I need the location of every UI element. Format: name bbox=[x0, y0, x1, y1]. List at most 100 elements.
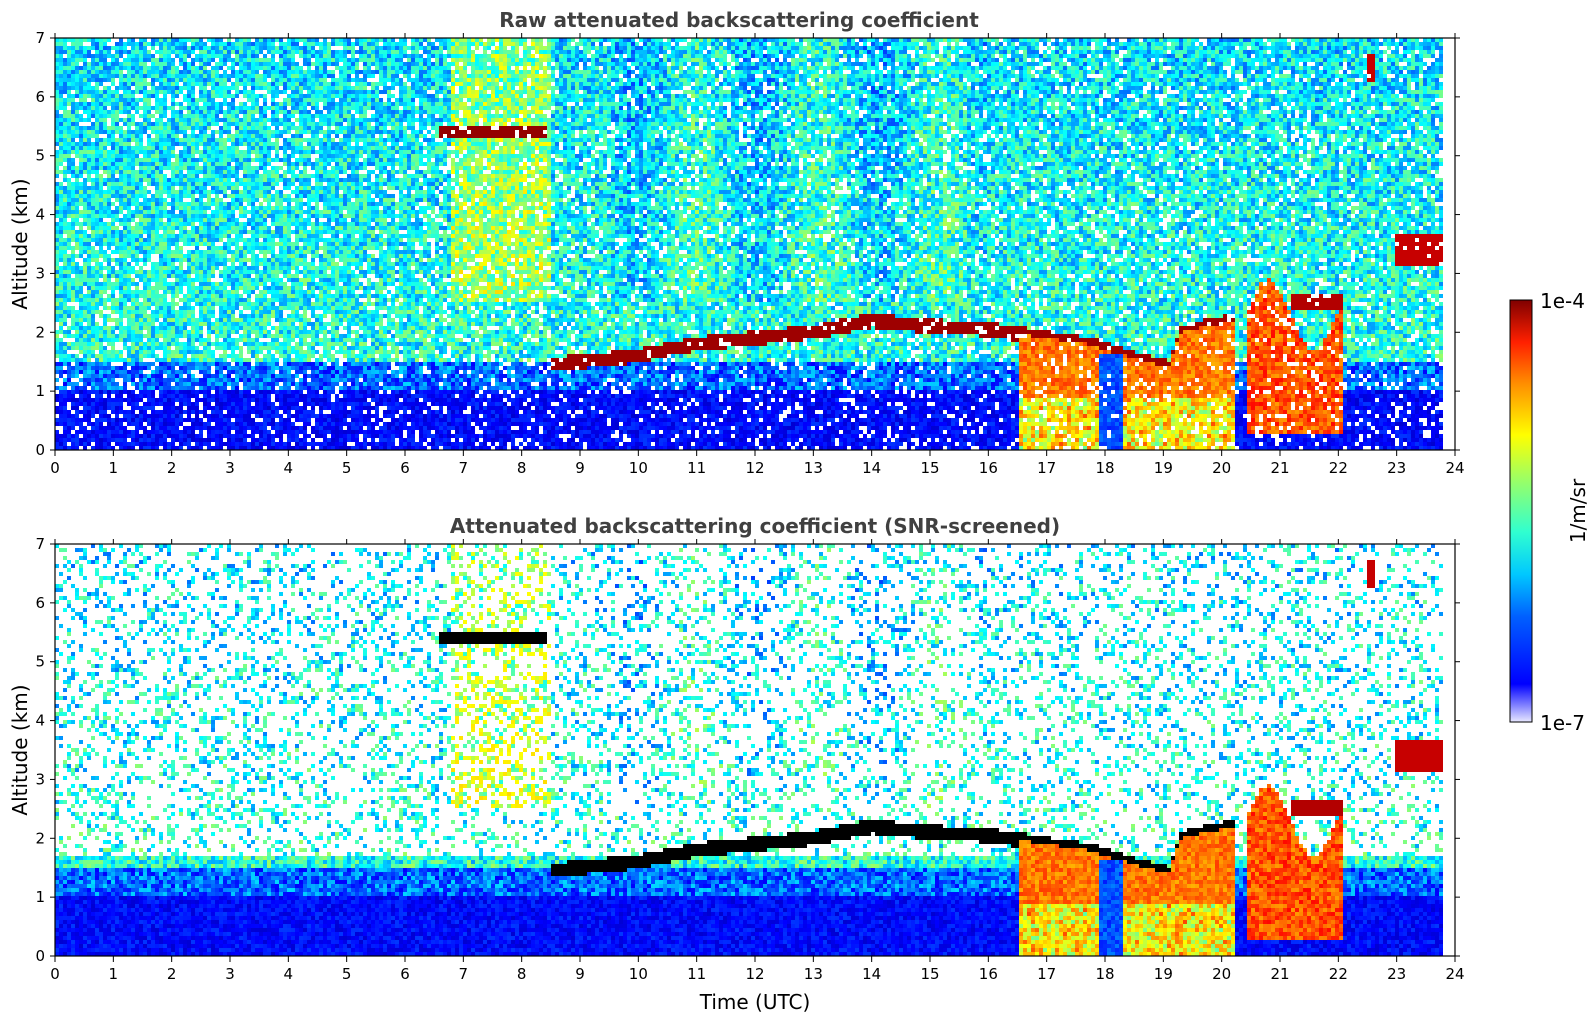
heatmap-cell bbox=[87, 270, 91, 274]
heatmap-cell bbox=[79, 302, 83, 306]
heatmap-cell bbox=[63, 378, 67, 382]
heatmap-cell bbox=[79, 298, 83, 302]
heatmap-cell bbox=[71, 162, 75, 166]
heatmap-cell bbox=[79, 74, 83, 78]
heatmap-cell bbox=[83, 306, 87, 310]
heatmap-cell bbox=[87, 266, 91, 270]
heatmap-cell bbox=[91, 194, 95, 198]
heatmap-cell bbox=[87, 350, 91, 354]
heatmap-cell bbox=[83, 318, 87, 322]
heatmap-cell bbox=[63, 186, 67, 190]
heatmap-cell bbox=[91, 354, 95, 358]
heatmap-cell bbox=[63, 354, 67, 358]
heatmap-cell bbox=[83, 214, 87, 218]
heatmap-cell bbox=[59, 102, 63, 106]
heatmap-cell bbox=[63, 78, 67, 82]
heatmap-cell bbox=[71, 374, 75, 378]
heatmap-cell bbox=[67, 82, 71, 86]
heatmap-cell bbox=[67, 98, 71, 102]
heatmap-cell bbox=[59, 194, 63, 198]
heatmap-cell bbox=[79, 306, 83, 310]
heatmap-cell bbox=[67, 122, 71, 126]
heatmap-cell bbox=[95, 206, 99, 210]
heatmap-cell bbox=[79, 46, 83, 50]
heatmap-cell bbox=[79, 310, 83, 314]
heatmap-cell bbox=[87, 362, 91, 366]
heatmap-cell bbox=[91, 62, 95, 66]
heatmap-cell bbox=[91, 266, 95, 270]
heatmap-cell bbox=[75, 78, 79, 82]
heatmap-cell bbox=[71, 342, 75, 346]
heatmap-cell bbox=[63, 146, 67, 150]
heatmap-cell bbox=[87, 326, 91, 330]
heatmap-cell bbox=[95, 106, 99, 110]
heatmap-cell bbox=[71, 334, 75, 338]
heatmap-cell bbox=[71, 262, 75, 266]
heatmap-cell bbox=[75, 270, 79, 274]
heatmap-cell bbox=[83, 330, 87, 334]
heatmap-cell bbox=[75, 122, 79, 126]
heatmap-cell bbox=[59, 366, 63, 370]
heatmap-cell bbox=[83, 70, 87, 74]
heatmap-cell bbox=[83, 302, 87, 306]
heatmap-cell bbox=[91, 366, 95, 370]
heatmap-cell bbox=[59, 134, 63, 138]
heatmap-cell bbox=[95, 146, 99, 150]
heatmap-cell bbox=[75, 234, 79, 238]
heatmap-cell bbox=[63, 98, 67, 102]
heatmap-cell bbox=[75, 294, 79, 298]
heatmap-cell bbox=[63, 382, 67, 386]
heatmap-cell bbox=[67, 398, 71, 402]
heatmap-cell bbox=[79, 386, 83, 390]
heatmap-cell bbox=[75, 218, 79, 222]
heatmap-cell bbox=[67, 126, 71, 130]
heatmap-cell bbox=[63, 238, 67, 242]
heatmap-cell bbox=[79, 234, 83, 238]
heatmap-cell bbox=[63, 154, 67, 158]
heatmap-cell bbox=[63, 350, 67, 354]
heatmap-cell bbox=[67, 414, 71, 418]
heatmap-cell bbox=[91, 226, 95, 230]
heatmap-cell bbox=[95, 98, 99, 102]
heatmap-cell bbox=[79, 422, 83, 426]
heatmap-cell bbox=[91, 426, 95, 430]
heatmap-cell bbox=[83, 406, 87, 410]
heatmap-cell bbox=[91, 98, 95, 102]
heatmap-cell bbox=[63, 86, 67, 90]
heatmap-cell bbox=[79, 70, 83, 74]
heatmap-cell bbox=[71, 58, 75, 62]
heatmap-cell bbox=[63, 58, 67, 62]
heatmap-cell bbox=[63, 298, 67, 302]
heatmap-cell bbox=[79, 286, 83, 290]
heatmap-cell bbox=[91, 410, 95, 414]
heatmap-cell bbox=[87, 434, 91, 438]
heatmap-cell bbox=[63, 406, 67, 410]
heatmap-cell bbox=[87, 206, 91, 210]
heatmap-cell bbox=[83, 250, 87, 254]
heatmap-cell bbox=[79, 362, 83, 366]
heatmap-cell bbox=[79, 358, 83, 362]
heatmap-cell bbox=[59, 258, 63, 262]
heatmap-cell bbox=[75, 374, 79, 378]
heatmap-cell bbox=[79, 170, 83, 174]
panel-title: Raw attenuated backscattering coefficien… bbox=[499, 8, 979, 32]
heatmap-cell bbox=[67, 358, 71, 362]
heatmap-cell bbox=[63, 246, 67, 250]
heatmap-cell bbox=[83, 94, 87, 98]
heatmap-cell bbox=[71, 250, 75, 254]
heatmap-cell bbox=[59, 106, 63, 110]
heatmap-cell bbox=[67, 330, 71, 334]
heatmap-cell bbox=[75, 94, 79, 98]
heatmap-cell bbox=[95, 58, 99, 62]
heatmap-cell bbox=[67, 258, 71, 262]
heatmap-cell bbox=[67, 210, 71, 214]
heatmap-cell bbox=[63, 130, 67, 134]
heatmap-cell bbox=[75, 318, 79, 322]
heatmap-cell bbox=[75, 274, 79, 278]
heatmap-cell bbox=[91, 246, 95, 250]
heatmap-cell bbox=[67, 270, 71, 274]
heatmap-cell bbox=[71, 234, 75, 238]
heatmap-cell bbox=[83, 350, 87, 354]
heatmap-cell bbox=[75, 62, 79, 66]
heatmap-cell bbox=[83, 46, 87, 50]
